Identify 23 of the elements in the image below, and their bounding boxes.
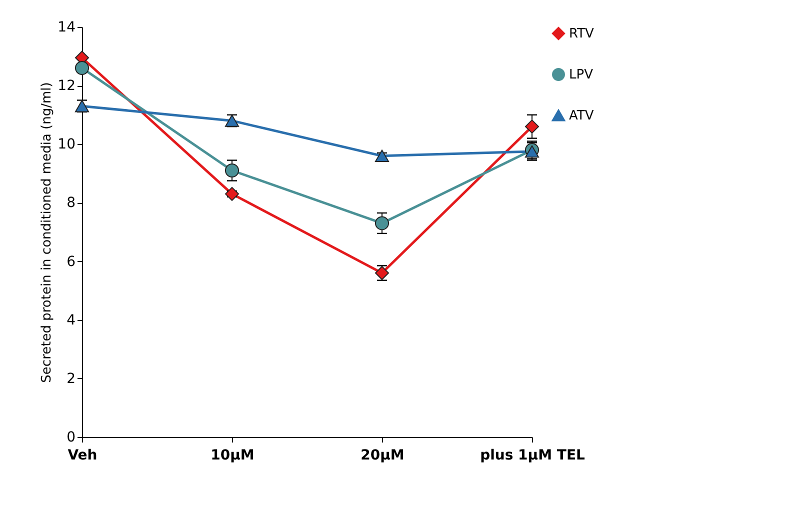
y-tick-label: 14 [58,20,76,36]
y-tick-label: 10 [58,136,76,153]
point [74,100,90,112]
point [224,163,240,178]
y-tick-label: 8 [66,195,76,212]
y-axis-title: Secreted protein in conditioned media (ng/ml) [40,82,55,383]
point [74,60,90,76]
point [374,216,390,230]
legend-label: LPV [569,68,594,82]
y-tick-label: 4 [66,312,76,328]
legend-label: ATV [569,108,594,124]
y-tick-label: 6 [66,254,76,270]
y-tick-label: 12 [58,78,76,94]
x-tick-label: 10μM [210,448,254,464]
x-tick-label: 20μM [360,448,404,464]
x-tick-label: plus 1μM TEL [480,448,586,464]
y-tick-label: 2 [66,370,76,387]
point [374,150,390,162]
legend-label: RTV [569,26,594,42]
x-tick-label: Veh [68,448,98,464]
y-tick-label: 0 [66,430,76,446]
point [524,120,540,134]
point [224,186,240,201]
